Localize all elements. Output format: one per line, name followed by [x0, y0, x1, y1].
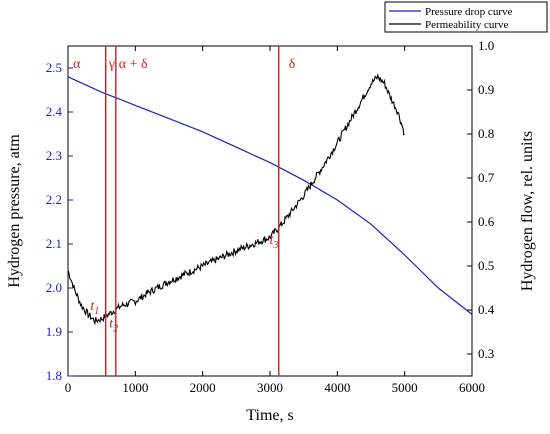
y-left-tick-label: 2.0	[46, 280, 62, 295]
y-left-tick-label: 2.1	[46, 236, 62, 251]
point-label-subscript: 1	[94, 306, 99, 317]
axes-layer: 0 1000 2000 3000 4000 5000 6000 1.8 1.9 2.0 2.1 2.2…	[46, 38, 495, 395]
y-right-tick-label: 0.7	[478, 170, 495, 185]
plot-frame	[67, 45, 473, 377]
y-left-tick-label: 2.2	[46, 192, 62, 207]
series-line-permeability	[67, 73, 406, 326]
point-label-subscript: 3	[272, 240, 278, 251]
series-line-pressure	[67, 76, 473, 315]
y-right-tick-label: 0.9	[478, 82, 494, 97]
phase-label-alpha: α	[73, 57, 81, 72]
y-right-tick-label: 0.8	[478, 126, 494, 141]
x-tick-label: 2000	[190, 380, 216, 395]
point-label-letter: t	[109, 317, 114, 332]
legend-label-permeability: Permeability curve	[425, 19, 509, 31]
y-left-tick-label: 1.8	[46, 368, 62, 383]
vlines-layer	[105, 46, 280, 376]
x-axis-title: Time, s	[246, 407, 293, 424]
point-label-letter: t	[90, 299, 95, 314]
x-tick-label: 0	[65, 380, 72, 395]
y-left-tick-label: 2.3	[46, 148, 62, 163]
y-right-tick-label: 0.5	[478, 258, 494, 273]
point-label-subscript: 2	[113, 324, 118, 335]
point-label: t2	[109, 317, 118, 335]
x-tick-label: 5000	[392, 380, 418, 395]
x-tick-label: 3000	[257, 380, 283, 395]
point-label-letter: t	[269, 233, 274, 248]
y-left-tick-label: 1.9	[46, 324, 62, 339]
y-right-tick-label: 0.6	[478, 214, 495, 229]
x-tick-label: 4000	[324, 380, 350, 395]
point-label: t3	[269, 233, 278, 251]
x-tick-label: 6000	[459, 380, 485, 395]
y-right-tick-label: 1.0	[478, 38, 494, 53]
y-left-tick-label: 2.4	[46, 104, 63, 119]
series-layer	[67, 73, 473, 326]
legend-box	[384, 1, 548, 33]
phase-label: γ	[108, 57, 115, 72]
y-right-tick-label: 0.4	[478, 302, 495, 317]
y-left-tick-label: 2.5	[46, 60, 62, 75]
y-left-axis-title: Hydrogen pressure, atm	[6, 134, 23, 288]
y-right-tick-label: 0.3	[478, 346, 494, 361]
phase-label: α + δ	[119, 57, 148, 72]
legend-label-pressure: Pressure drop curve	[425, 6, 512, 18]
phase-label: δ	[289, 57, 296, 72]
point-label: t1	[90, 299, 99, 317]
x-tick-label: 1000	[122, 380, 148, 395]
legend: Pressure drop curve Permeability curve	[384, 1, 548, 33]
y-right-axis-title: Hydrogen flow, rel. units	[519, 131, 536, 291]
